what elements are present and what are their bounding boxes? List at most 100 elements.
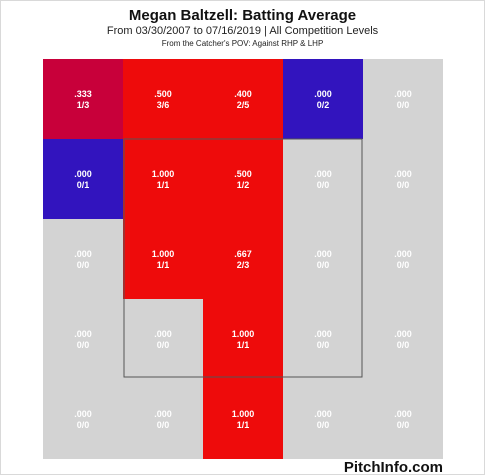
zone-cell-hits: 0/0 [397, 420, 410, 430]
zone-cell-hits: 0/0 [77, 420, 90, 430]
zone-cell-hits: 0/1 [77, 180, 90, 190]
zone-cell-avg: .000 [314, 329, 332, 339]
zone-cell-fill [363, 219, 443, 299]
zone-cell-fill [123, 299, 203, 379]
zone-cell-avg: 1.000 [152, 169, 175, 179]
zone-cell-avg: .000 [314, 409, 332, 419]
zone-cell-fill [363, 379, 443, 459]
zone-cell-hits: 0/0 [317, 180, 330, 190]
zone-cell-hits: 0/0 [317, 260, 330, 270]
zone-cell-fill [123, 379, 203, 459]
zone-cell-avg: .500 [234, 169, 252, 179]
zone-cell-avg: .000 [314, 249, 332, 259]
zone-cell-fill [283, 139, 363, 219]
chart-subtitle: From 03/30/2007 to 07/16/2019 | All Comp… [106, 25, 379, 37]
zone-cell-hits: 0/0 [157, 420, 170, 430]
zone-cell-avg: .667 [234, 249, 252, 259]
zone-cell-hits: 0/2 [317, 100, 330, 110]
zone-cell-avg: 1.000 [232, 409, 255, 419]
zone-cell-avg: .400 [234, 89, 252, 99]
zone-cell-avg: 1.000 [152, 249, 175, 259]
zone-cell-hits: 0/0 [77, 260, 90, 270]
zone-cell-avg: .000 [394, 89, 412, 99]
zone-cell-avg: .000 [394, 249, 412, 259]
zone-cell-fill [123, 59, 203, 139]
zone-cell-fill [203, 299, 283, 379]
zone-cell-hits: 0/0 [77, 340, 90, 350]
zone-cell-avg: .000 [154, 409, 172, 419]
zone-cell-fill [203, 219, 283, 299]
zone-cell-hits: 0/0 [157, 340, 170, 350]
zone-cell-avg: .000 [394, 409, 412, 419]
zone-cell-hits: 1/1 [157, 260, 170, 270]
zone-cell-hits: 0/0 [397, 260, 410, 270]
zone-cell-fill [203, 379, 283, 459]
zone-cell-avg: .000 [74, 409, 92, 419]
strike-zone-outline [123, 138, 363, 378]
zone-cell-hits: 0/0 [397, 100, 410, 110]
zone-cell-fill [43, 219, 123, 299]
zone-cell-fill [203, 59, 283, 139]
zone-cell-avg: .000 [394, 169, 412, 179]
zone-cell-avg: .000 [74, 169, 92, 179]
zone-cell-avg: .000 [154, 329, 172, 339]
zone-cell-fill [43, 379, 123, 459]
zone-cell-hits: 2/3 [237, 260, 250, 270]
chart-title: Megan Baltzell: Batting Average [128, 7, 357, 24]
zone-cell-avg: .000 [314, 169, 332, 179]
zone-cell-hits: 1/1 [237, 340, 250, 350]
zone-cell-fill [123, 219, 203, 299]
zone-cell-hits: 0/0 [397, 340, 410, 350]
zone-cell-hits: 0/0 [317, 420, 330, 430]
zone-cell-fill [363, 59, 443, 139]
zone-cell-avg: .000 [74, 249, 92, 259]
zone-cell-hits: 2/5 [237, 100, 250, 110]
zone-cell-avg: .333 [74, 89, 92, 99]
zone-cell-fill [43, 299, 123, 379]
zone-cell-avg: .500 [154, 89, 172, 99]
zone-cell-avg: .000 [314, 89, 332, 99]
zone-cell-fill [203, 139, 283, 219]
zone-cell-fill [43, 59, 123, 139]
zone-cell-fill [363, 299, 443, 379]
zone-cell-fill [283, 59, 363, 139]
zone-cell-fill [123, 139, 203, 219]
zone-cell-fill [283, 299, 363, 379]
zone-cell-avg: .000 [74, 329, 92, 339]
zone-cell-fill [43, 139, 123, 219]
zone-cell-hits: 1/1 [237, 420, 250, 430]
chart-subtitle-pov: From the Catcher's POV: Against RHP & LH… [161, 39, 324, 48]
zone-cell-hits: 0/0 [317, 340, 330, 350]
zone-cell-hits: 3/6 [157, 100, 170, 110]
zone-cell-avg: .000 [394, 329, 412, 339]
zone-cell-hits: 1/1 [157, 180, 170, 190]
zone-cell-avg: 1.000 [232, 329, 255, 339]
zone-cell-hits: 1/2 [237, 180, 250, 190]
zone-cell-fill [283, 379, 363, 459]
